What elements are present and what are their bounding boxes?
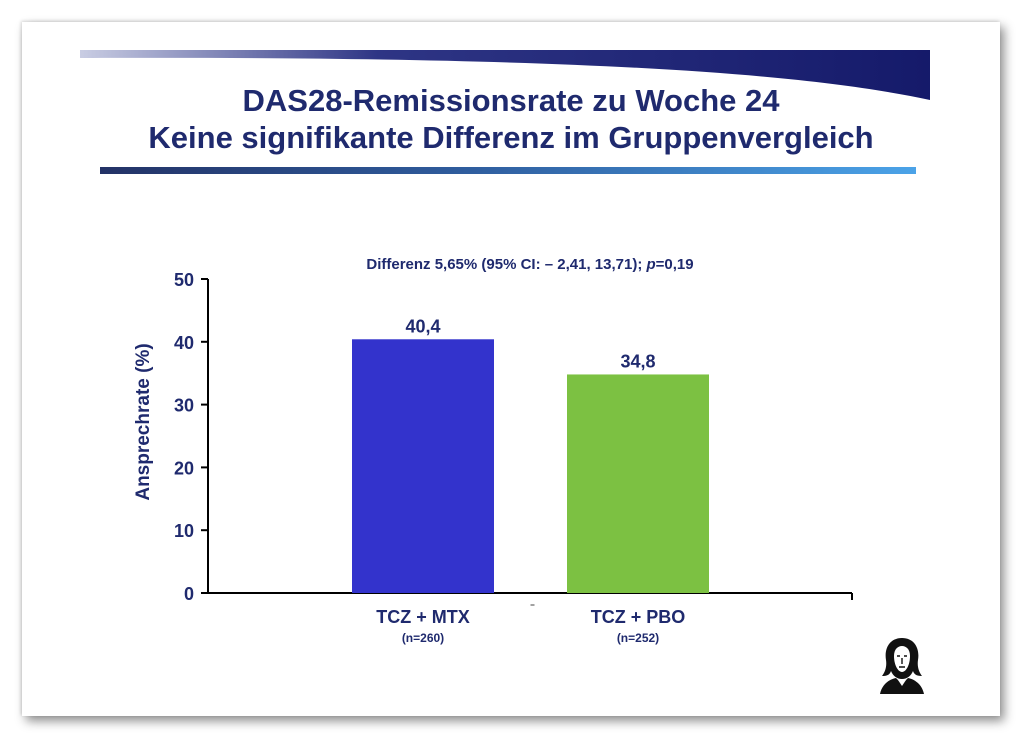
y-axis-label: Ansprechrate (%): [133, 343, 154, 500]
bar-1: [352, 339, 494, 593]
subtitle-suffix: =0,19: [656, 256, 694, 273]
y-tick-label: 10: [174, 521, 194, 541]
slide-title: DAS28-Remissionsrate zu Woche 24 Keine s…: [42, 82, 980, 156]
header-banner-swoosh: [80, 50, 930, 100]
y-tick-label: 50: [174, 270, 194, 290]
title-line-1: DAS28-Remissionsrate zu Woche 24: [242, 83, 780, 118]
bar-value-label: 34,8: [620, 351, 655, 371]
chart-subtitle: Differenz 5,65% (95% CI: – 2,41, 13,71);…: [366, 256, 693, 273]
subtitle-prefix: Differenz 5,65% (95% CI: – 2,41, 13,71);: [366, 256, 646, 273]
x-category-label: TCZ + MTX: [376, 607, 470, 627]
y-tick-label: 0: [184, 584, 194, 604]
x-category-sublabel: (n=252): [617, 631, 659, 645]
x-category-label: TCZ + PBO: [591, 607, 686, 627]
slide: DAS28-Remissionsrate zu Woche 24 Keine s…: [22, 22, 1000, 716]
x-category-sublabel: (n=260): [402, 631, 444, 645]
plot-area: 0 10 20 30 40 50 40,4 TCZ + MTX (n=260) 34,8 TCZ +…: [174, 270, 853, 645]
y-tick-label: 30: [174, 396, 194, 416]
goethe-portrait-logo: [880, 638, 924, 694]
y-tick-label: 20: [174, 458, 194, 478]
title-line-2: Keine signifikante Differenz im Gruppenv…: [148, 120, 874, 155]
bar-2: [567, 374, 709, 593]
bar-value-label: 40,4: [405, 316, 440, 336]
title-underline: [100, 167, 916, 174]
y-tick-label: 40: [174, 333, 194, 353]
subtitle-p: p: [645, 256, 655, 273]
bar-chart: Differenz 5,65% (95% CI: – 2,41, 13,71);…: [133, 256, 853, 645]
